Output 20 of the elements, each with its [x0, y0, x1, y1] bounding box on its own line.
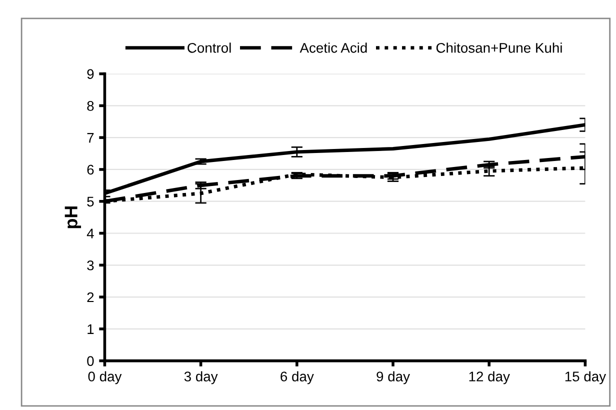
y-tick-label: 8 [87, 101, 94, 111]
x-tick-label: 3 day [184, 371, 218, 384]
x-tick-label: 15 day [565, 371, 606, 384]
legend-label: Acetic Acid [300, 42, 367, 53]
y-tick-label: 1 [88, 324, 94, 334]
legend-label: Control [188, 42, 231, 53]
legend-label: Chitosan+Pune Kuhi [436, 42, 562, 53]
y-axis-title: pH [64, 206, 82, 228]
y-tick-label: 3 [87, 260, 94, 270]
y-tick-label: 2 [87, 292, 94, 302]
y-tick-label: 0 [87, 356, 94, 366]
x-tick-label: 12 day [469, 371, 510, 384]
y-tick-label: 7 [87, 133, 94, 143]
x-tick-label: 0 day [88, 371, 122, 384]
y-tick-label: 9 [87, 69, 94, 79]
y-tick-label: 4 [86, 228, 94, 238]
y-tick-label: 6 [87, 164, 94, 175]
y-tick-label: 5 [87, 196, 94, 207]
x-tick-label: 9 day [376, 371, 410, 384]
x-tick-label: 6 day [280, 371, 314, 384]
